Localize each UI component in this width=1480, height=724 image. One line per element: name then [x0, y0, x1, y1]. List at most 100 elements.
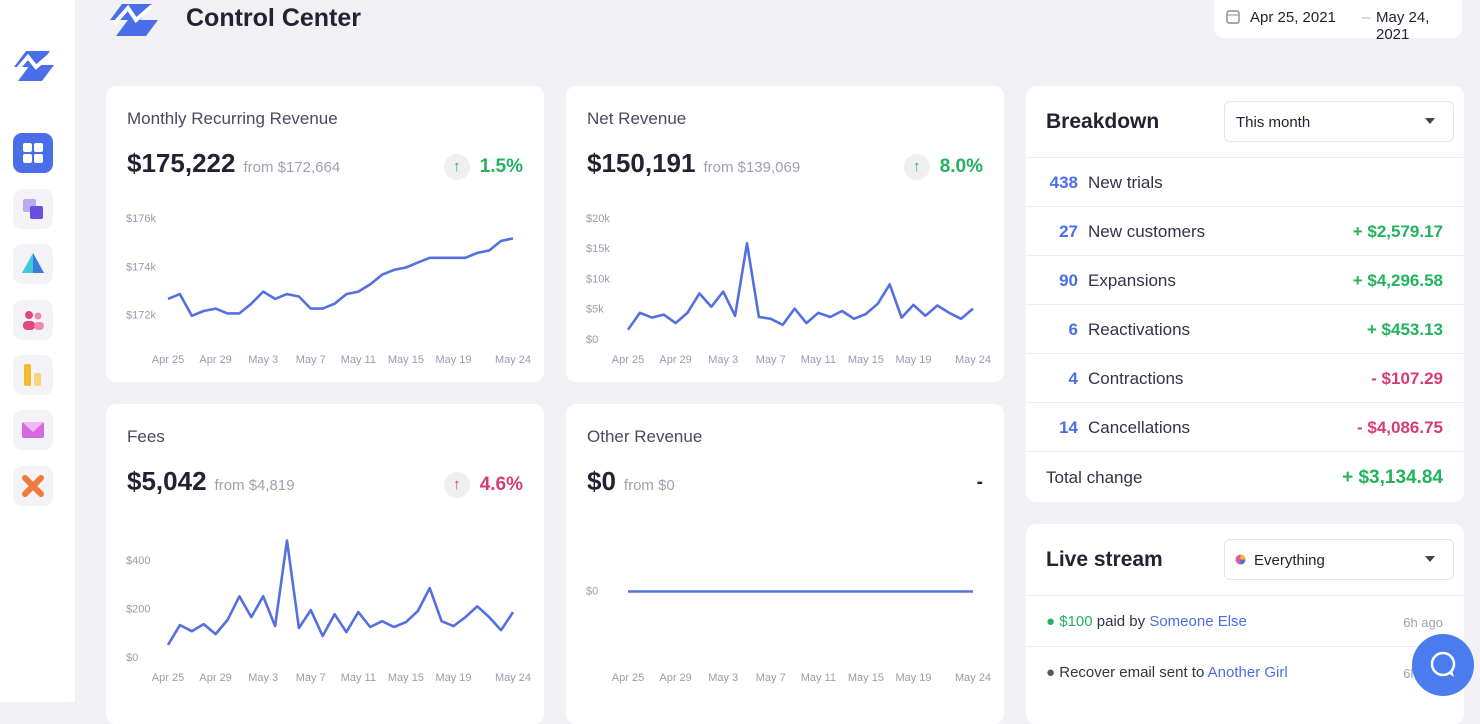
filter-dropdown[interactable]: Everything — [1224, 539, 1454, 580]
change: ↑ 4.6% — [443, 472, 523, 498]
card-value: $150,191 from $139,069 — [587, 148, 800, 179]
caret — [1425, 556, 1435, 562]
breakdown-row: 14 Cancellations - $4,086.75 — [1026, 402, 1464, 452]
change-value: 8.0% — [939, 156, 983, 177]
breakdown-card: Breakdown This month 438 New trials 27 New … — [1026, 86, 1464, 502]
live-stream-title: Live stream — [1046, 548, 1163, 571]
chart-card: Fees $5,042 from $4,819 ↑ 4.6% $0 $200 $400 Apr … — [106, 404, 544, 724]
row-label: New customers — [1088, 222, 1206, 241]
x-tick-label: May 3 — [248, 672, 278, 684]
y-tick-label: $0 — [126, 652, 138, 664]
breakdown-row: 6 Reactivations + $453.13 — [1026, 304, 1464, 354]
y-tick-label: $174k — [126, 261, 156, 273]
x-tick-label: May 19 — [435, 672, 471, 684]
metric-value: $0 — [587, 466, 616, 496]
nav-people[interactable] — [13, 300, 53, 340]
nav-tools[interactable] — [13, 466, 53, 506]
comparison: from $4,819 — [214, 477, 295, 494]
y-tick-label: $200 — [126, 604, 150, 616]
x-tick-label: May 7 — [296, 672, 326, 684]
event-time: 6h ago — [1403, 615, 1443, 630]
x-tick-label: Apr 29 — [659, 672, 691, 684]
metric-value: $175,222 — [127, 148, 236, 178]
row-count: 90 — [1059, 271, 1078, 290]
x-tick-label: May 15 — [388, 672, 424, 684]
nav-bars[interactable] — [13, 355, 53, 395]
chart: $172k $174k $176k Apr 25 Apr 29 May 3 May 7 May… — [126, 213, 531, 366]
change-value: - — [976, 472, 983, 493]
card-value: $175,222 from $172,664 — [127, 148, 340, 179]
y-tick-label: $10k — [586, 273, 610, 285]
y-tick-label: $5k — [586, 304, 604, 316]
breakdown-row: 27 New customers + $2,579.17 — [1026, 206, 1464, 256]
event-dot: ● — [1046, 664, 1060, 681]
x-tick-label: Apr 29 — [199, 354, 231, 366]
x-tick-label: May 15 — [848, 672, 884, 684]
row-amount: - $4,086.75 — [1356, 418, 1443, 437]
line-series — [166, 539, 515, 646]
y-tick-label: $20k — [586, 213, 610, 225]
line-series — [167, 237, 514, 318]
card-title: Other Revenue — [587, 427, 703, 446]
x-tick-label: May 7 — [296, 354, 326, 366]
event-text: ● Recover email sent to Another Girl — [1046, 664, 1288, 681]
card-value: $5,042 from $4,819 — [127, 466, 295, 497]
total-row: Total change + $3,134.84 — [1026, 451, 1464, 502]
date-from: Apr 25, 2021 — [1250, 9, 1336, 26]
total-value: + $3,134.84 — [1342, 467, 1443, 488]
period-dropdown[interactable]: This month — [1224, 101, 1454, 142]
nav-layers[interactable] — [13, 189, 53, 229]
nav-dashboard[interactable] — [13, 133, 53, 173]
total-label: Total change — [1046, 468, 1143, 487]
change: ↑ 8.0% — [903, 154, 983, 180]
change-arrow: ↑ — [443, 472, 470, 498]
date-separator: – — [1362, 9, 1371, 26]
nav-triangle[interactable] — [13, 244, 53, 284]
x-tick-label: May 3 — [708, 354, 738, 366]
filter-dot — [1235, 554, 1246, 565]
row-count: 27 — [1059, 222, 1078, 241]
y-tick-label: $176k — [126, 213, 156, 225]
metric-value: $5,042 — [127, 466, 207, 496]
breakdown-row: 4 Contractions - $107.29 — [1026, 353, 1464, 403]
page-title: Control Center — [186, 4, 361, 32]
event-who[interactable]: Another Girl — [1207, 664, 1288, 681]
row-count: 4 — [1068, 369, 1078, 388]
row-count: 438 — [1049, 173, 1078, 192]
x-tick-label: May 7 — [756, 354, 786, 366]
x-tick-label: May 24 — [955, 354, 991, 366]
change-arrow: ↑ — [443, 154, 470, 180]
change: - — [977, 472, 983, 494]
x-tick-label: May 15 — [848, 354, 884, 366]
y-tick-label: $0 — [586, 585, 598, 597]
breakdown-title: Breakdown — [1046, 110, 1160, 133]
x-tick-label: May 3 — [248, 354, 278, 366]
nav-mail[interactable] — [13, 410, 53, 450]
change-value: 4.6% — [479, 474, 523, 495]
live-stream-card: Live stream Everything ● $100 paid by So… — [1026, 524, 1464, 724]
breakdown-row: 90 Expansions + $4,296.58 — [1026, 255, 1464, 305]
row-amount: + $453.13 — [1366, 320, 1443, 339]
card-title: Monthly Recurring Revenue — [127, 109, 338, 128]
y-tick-label: $172k — [126, 310, 156, 322]
date-to: May 24, 2021 — [1376, 9, 1430, 43]
x-tick-label: May 19 — [895, 672, 931, 684]
event-amount: $100 — [1059, 613, 1093, 630]
date-range[interactable]: Apr 25, 2021 – May 24, 2021 — [1214, 0, 1462, 43]
event-who[interactable]: Someone Else — [1149, 613, 1247, 630]
row-label: New trials — [1088, 173, 1163, 192]
comparison: from $139,069 — [703, 159, 801, 176]
change-value: 1.5% — [479, 156, 523, 177]
x-tick-label: May 19 — [895, 354, 931, 366]
x-tick-label: May 24 — [495, 354, 531, 366]
row-label: Cancellations — [1088, 418, 1191, 437]
chart: $0 $200 $400 Apr 25 Apr 29 May 3 May 7 May 11 Ma… — [126, 539, 531, 684]
chat-button[interactable] — [1412, 634, 1474, 696]
x-tick-label: Apr 25 — [152, 672, 184, 684]
chart-card: Other Revenue $0 from $0 - $0 Apr 25 Apr 29 May… — [566, 404, 1004, 724]
x-tick-label: May 11 — [341, 672, 376, 684]
x-tick-label: May 7 — [756, 672, 786, 684]
y-tick-label: $0 — [586, 334, 598, 346]
x-tick-label: Apr 25 — [612, 672, 644, 684]
